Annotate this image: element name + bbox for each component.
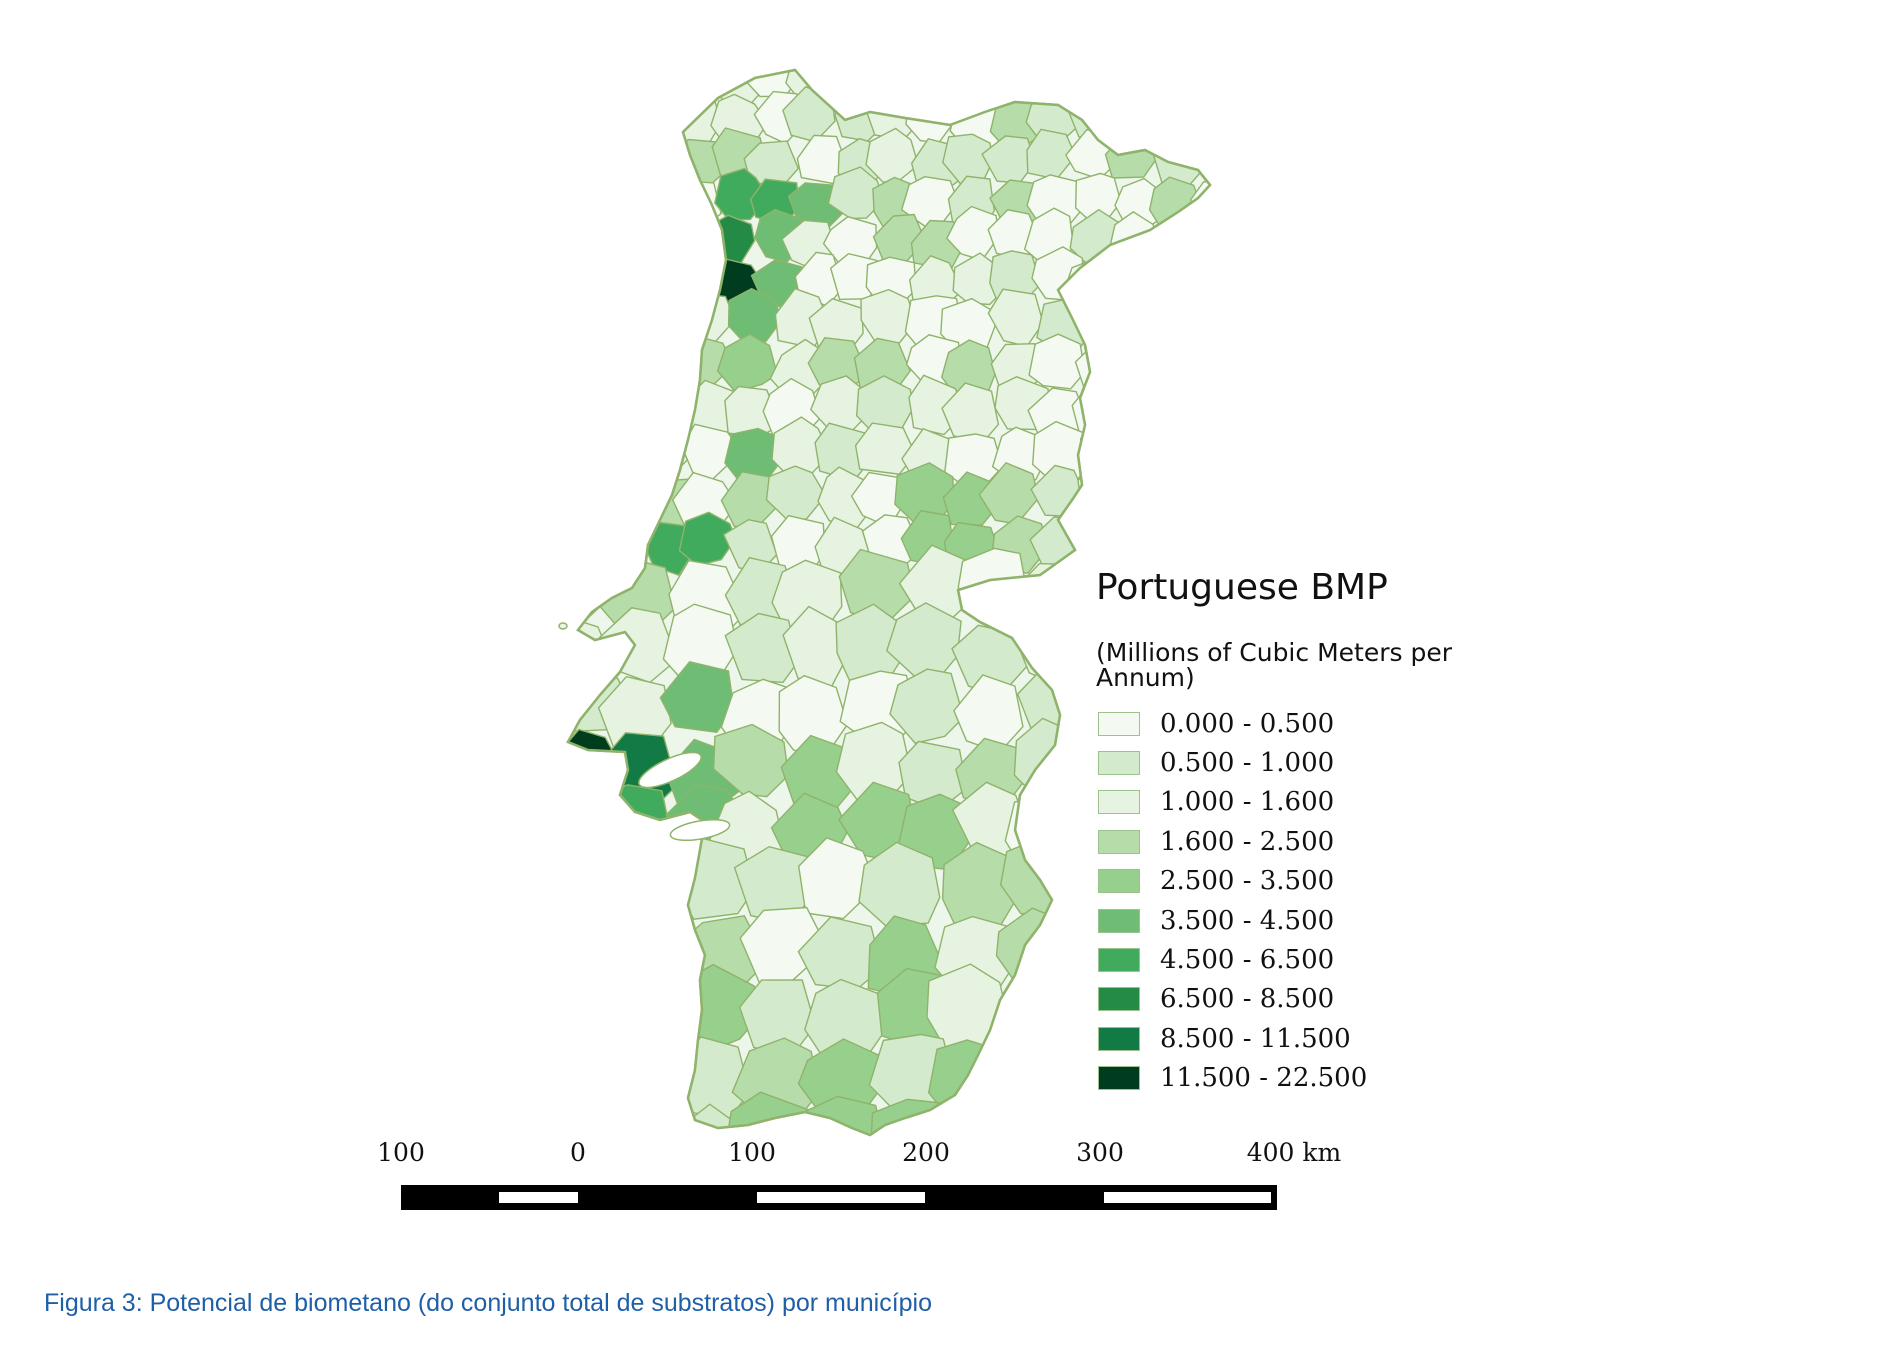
scale-label: 0 [570, 1138, 586, 1167]
legend-class: 1.600 - 2.500 [1096, 822, 1556, 861]
legend-swatch [1098, 908, 1140, 933]
legend-class-label: 1.600 - 2.500 [1160, 826, 1335, 857]
figure-caption: Figura 3: Potencial de biometano (do con… [44, 1289, 933, 1317]
legend-class-label: 0.000 - 0.500 [1160, 708, 1335, 739]
scale-bar-segment [1104, 1192, 1271, 1203]
legend-class: 8.500 - 11.500 [1096, 1019, 1556, 1058]
scale-label: 300 [1076, 1138, 1124, 1167]
legend-class: 6.500 - 8.500 [1096, 980, 1556, 1019]
municipality-region [889, 668, 965, 744]
scale-bar-segment [757, 1192, 925, 1203]
map-legend: Portuguese BMP (Millions of Cubic Meters… [1096, 570, 1556, 1098]
legend-swatch [1098, 869, 1140, 894]
legend-class-list: 0.000 - 0.500 0.500 - 1.000 1.000 - 1.60… [1096, 704, 1556, 1098]
municipality-region [724, 612, 800, 684]
municipality-region [1028, 333, 1086, 390]
estuary-sado [669, 818, 731, 842]
legend-swatch [1098, 829, 1140, 854]
municipality-region [827, 166, 885, 220]
scale-label: 200 [902, 1138, 950, 1167]
municipality-region [659, 661, 735, 733]
legend-class-label: 2.500 - 3.500 [1160, 866, 1335, 897]
legend-class-label: 1.000 - 1.600 [1160, 787, 1335, 818]
scale-label: 100 [377, 1138, 425, 1167]
legend-class-label: 0.500 - 1.000 [1160, 748, 1335, 779]
legend-swatch [1098, 790, 1140, 815]
scale-bar [401, 1185, 1277, 1210]
municipality-region [712, 723, 790, 798]
legend-class: 1.000 - 1.600 [1096, 783, 1556, 822]
legend-subtitle: (Millions of Cubic Meters per Annum) [1096, 638, 1452, 692]
scale-label: 100 [728, 1138, 776, 1167]
legend-class-label: 11.500 - 22.500 [1160, 1063, 1368, 1094]
island-berlengas [558, 622, 568, 630]
municipality-region [678, 511, 737, 567]
estuary-tejo [638, 751, 702, 789]
municipality-region [797, 837, 878, 920]
scale-label: 400 km [1246, 1138, 1342, 1167]
municipality-region [716, 333, 779, 393]
legend-class: 2.500 - 3.500 [1096, 862, 1556, 901]
legend-class-label: 4.500 - 6.500 [1160, 945, 1335, 976]
legend-class: 0.500 - 1.000 [1096, 743, 1556, 782]
legend-swatch [1098, 1066, 1140, 1091]
legend-swatch [1098, 987, 1140, 1012]
legend-title: Portuguese BMP [1096, 567, 1388, 608]
legend-swatch [1098, 948, 1140, 973]
legend-class: 0.000 - 0.500 [1096, 704, 1556, 743]
legend-class-label: 3.500 - 4.500 [1160, 905, 1335, 936]
scale-bar-segment [499, 1192, 578, 1203]
legend-swatch [1098, 751, 1140, 776]
legend-class-label: 8.500 - 11.500 [1160, 1023, 1351, 1054]
legend-class-label: 6.500 - 8.500 [1160, 984, 1335, 1015]
legend-swatch [1098, 711, 1140, 736]
legend-class: 4.500 - 6.500 [1096, 940, 1556, 979]
legend-class: 11.500 - 22.500 [1096, 1059, 1556, 1098]
legend-class: 3.500 - 4.500 [1096, 901, 1556, 940]
legend-swatch [1098, 1026, 1140, 1051]
